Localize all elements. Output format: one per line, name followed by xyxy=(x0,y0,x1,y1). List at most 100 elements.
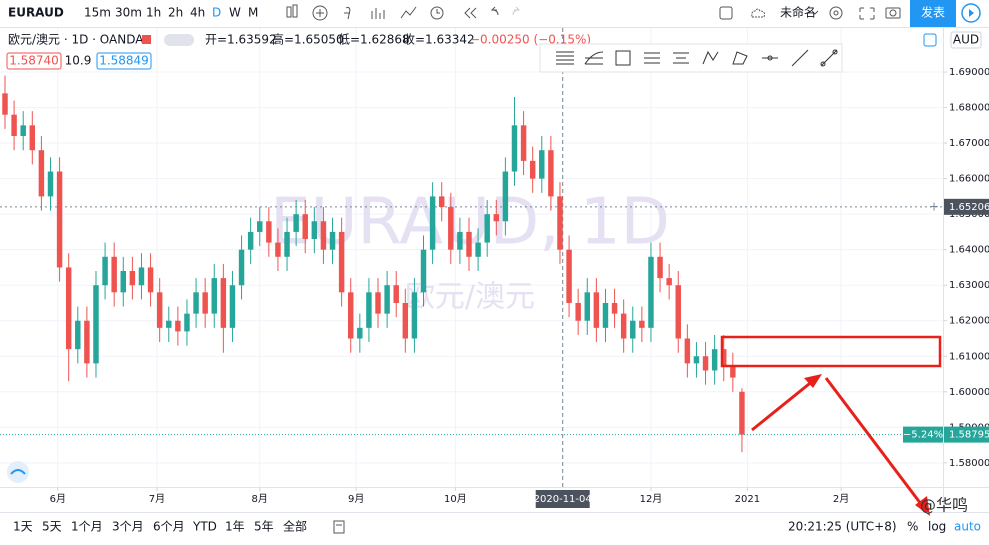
y-tick-label: 1.63000 xyxy=(949,280,989,291)
interval[interactable]: 15m xyxy=(84,6,111,20)
ask: 1.58849 xyxy=(99,54,149,68)
range-button[interactable]: 5年 xyxy=(254,520,274,534)
x-tick-label: 9月 xyxy=(348,493,364,505)
range-button[interactable]: 1天 xyxy=(13,520,33,534)
bid-box[interactable] xyxy=(6,52,62,70)
currency-box[interactable] xyxy=(950,31,982,49)
candle-body xyxy=(739,391,745,435)
candle-body xyxy=(120,271,127,293)
chart-watermark-sub: 欧元/澳元 xyxy=(405,280,535,315)
candle-body xyxy=(138,267,145,286)
symbol[interactable]: EURAUD xyxy=(8,6,64,20)
candle-body xyxy=(602,302,609,328)
candle-body xyxy=(620,313,627,339)
interval[interactable]: 1h xyxy=(146,6,161,20)
candle-body xyxy=(730,366,736,378)
y-tick-label: 1.60000 xyxy=(949,387,989,398)
candle-body xyxy=(539,150,545,179)
instrument: 欧元/澳元 · 1D · OANDA xyxy=(8,33,144,47)
interval[interactable]: M xyxy=(248,6,258,20)
spread: 10.9 xyxy=(65,54,92,68)
candle-body xyxy=(211,278,217,314)
watermark: @华鸣 xyxy=(920,496,968,515)
candle-body xyxy=(366,292,372,328)
bid: 1.58740 xyxy=(9,54,59,68)
ohlc-close: 收=1.63342 xyxy=(403,33,475,47)
candle-body xyxy=(438,196,445,208)
range-button[interactable]: YTD xyxy=(192,520,217,534)
arrow-line xyxy=(751,378,815,432)
ask-box[interactable] xyxy=(96,52,152,70)
candle-body xyxy=(275,242,281,257)
candle-body xyxy=(475,242,481,257)
candle-body xyxy=(584,292,591,321)
interval[interactable]: 4h xyxy=(190,6,205,20)
interval[interactable]: 30m xyxy=(115,6,142,20)
candle-body xyxy=(257,221,263,232)
candle-body xyxy=(611,302,618,314)
candle-body xyxy=(111,256,117,293)
candle-body xyxy=(511,125,518,172)
candle-body xyxy=(357,327,363,339)
last-price-box xyxy=(944,426,989,443)
y-tick-label: 1.69000 xyxy=(949,67,989,78)
compare-pill[interactable] xyxy=(164,34,194,46)
crosshair-plus: + xyxy=(929,199,939,213)
settings-icon[interactable] xyxy=(923,33,937,47)
publish-label[interactable]: 发表 xyxy=(921,5,945,20)
x-tick-label: 6月 xyxy=(50,493,66,505)
candle-body xyxy=(502,171,509,222)
candle-body xyxy=(484,214,490,243)
y-tick-label: 1.62000 xyxy=(949,316,989,327)
range-button[interactable]: 1个月 xyxy=(71,520,103,534)
crosshair-x-label: 2020-11-04 xyxy=(534,494,592,505)
clock: 20:21:25 (UTC+8) xyxy=(788,520,897,534)
range-button[interactable]: 5天 xyxy=(42,520,62,534)
y-tick-label: 1.67000 xyxy=(949,138,989,149)
goto-icon[interactable] xyxy=(333,520,345,534)
candle-body xyxy=(65,267,72,350)
candle-body xyxy=(657,256,663,279)
candle-body xyxy=(693,356,700,364)
layout-name[interactable]: 未命名 xyxy=(780,5,816,20)
candle-body xyxy=(639,320,645,328)
candle-body xyxy=(56,171,63,268)
candle-body xyxy=(684,338,691,364)
candle-body xyxy=(466,231,472,257)
candle-body xyxy=(384,285,390,314)
candle-body xyxy=(702,356,709,371)
y-tick-label: 1.66000 xyxy=(949,174,989,185)
candle-body xyxy=(393,285,399,303)
interval[interactable]: 2h xyxy=(168,6,183,20)
candle-body xyxy=(420,249,427,293)
status-icon xyxy=(142,35,151,44)
candle-body xyxy=(75,320,81,350)
candle-body xyxy=(429,196,436,250)
candle-body xyxy=(648,256,654,328)
range-button[interactable]: 6个月 xyxy=(153,520,185,534)
drawing-tools[interactable] xyxy=(556,49,838,67)
play-button[interactable] xyxy=(961,3,981,23)
candle-body xyxy=(147,267,154,293)
candle-body xyxy=(47,171,54,197)
range-button[interactable]: 全部 xyxy=(283,519,307,534)
logo-mark xyxy=(10,469,26,475)
range-button[interactable]: 3个月 xyxy=(112,520,144,534)
publish-button[interactable] xyxy=(910,0,956,27)
auto-toggle[interactable]: auto xyxy=(954,520,981,534)
y-tick-label: 1.68000 xyxy=(949,103,989,114)
range-button[interactable]: 1年 xyxy=(225,520,245,534)
interval[interactable]: W xyxy=(229,6,241,20)
candle-body xyxy=(29,125,36,151)
top-toolbar xyxy=(0,0,989,27)
interval[interactable]: D xyxy=(212,6,221,20)
candle-body xyxy=(448,207,454,250)
x-tick-label: 12月 xyxy=(640,493,663,505)
candle-body xyxy=(493,214,500,222)
candle-body xyxy=(630,320,636,339)
log-toggle[interactable]: log xyxy=(928,520,946,534)
percent-toggle[interactable]: % xyxy=(907,520,918,534)
x-tick-label: 7月 xyxy=(149,493,165,505)
candle-body xyxy=(102,256,108,286)
